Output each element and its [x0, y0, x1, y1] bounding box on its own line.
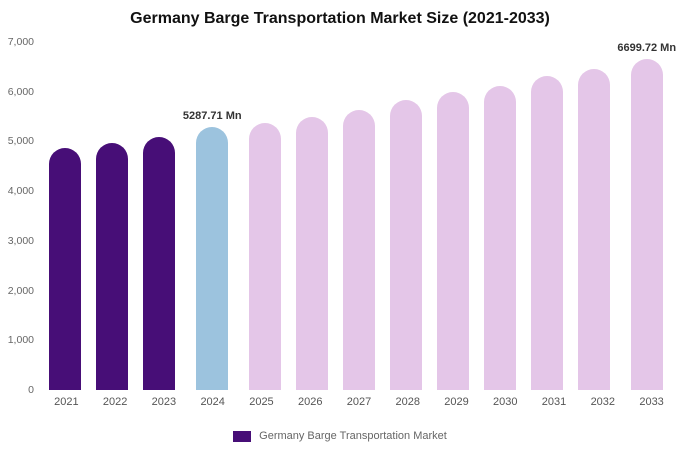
plot-area: 5287.71 Mn 6699.72 Mn [42, 42, 676, 390]
x-tick-label-2033: 2033 [639, 396, 664, 408]
x-tick-label-2021: 2021 [54, 396, 79, 408]
x-tick-label-2031: 2031 [541, 396, 567, 408]
bar-2030 [483, 86, 516, 390]
bar-2021 [49, 148, 82, 390]
bar-value-label-2033: 6699.72 Mn [617, 42, 677, 54]
bar-value-label-2024: 5287.71 Mn [182, 110, 242, 122]
y-tick-label: 7,000 [7, 36, 34, 48]
bar-group-2031 [523, 42, 570, 390]
bar-group-2022 [89, 42, 136, 390]
bar-2027 [343, 110, 376, 390]
x-tick-label-2025: 2025 [249, 396, 274, 408]
legend-label: Germany Barge Transportation Market [259, 430, 447, 442]
bar-group-2028 [383, 42, 430, 390]
bar-2024 [196, 127, 229, 390]
bar-2031 [530, 76, 563, 390]
x-tick-label-2028: 2028 [395, 396, 420, 408]
x-tick-label-2027: 2027 [346, 396, 372, 408]
bar-group-2032 [570, 42, 617, 390]
bar-2023 [143, 137, 176, 390]
y-tick-label: 5,000 [7, 135, 34, 148]
chart-title: Germany Barge Transportation Market Size… [130, 10, 550, 27]
y-axis: 7,000 6,000 5,000 4,000 3,000 2,000 1,000 0 [0, 36, 36, 396]
x-tick-label-2030: 2030 [493, 396, 518, 408]
y-tick-label: 2,000 [7, 284, 34, 297]
bar-group-2021 [42, 42, 89, 390]
bar-2032 [577, 69, 610, 390]
y-tick-label: 6,000 [7, 85, 34, 98]
bar-group-2024: 5287.71 Mn [183, 42, 242, 390]
bar-group-2025 [242, 42, 289, 390]
bar-group-2023 [136, 42, 183, 390]
x-tick-label-2026: 2026 [297, 396, 323, 408]
legend-swatch [233, 430, 252, 442]
bar-2033 [630, 59, 663, 390]
legend: Germany Barge Transportation Market [0, 430, 680, 442]
bar-2029 [436, 92, 469, 390]
y-tick-label: 4,000 [7, 185, 34, 198]
x-tick-label-2023: 2023 [151, 396, 177, 408]
y-tick-label: 0 [28, 384, 34, 396]
x-tick-label-2032: 2032 [590, 396, 616, 408]
bar-2028 [390, 100, 422, 390]
bar-2022 [96, 143, 129, 390]
x-tick-label-2029: 2029 [444, 396, 469, 408]
bar-group-2033: 6699.72 Mn [617, 42, 676, 390]
bar-2026 [296, 117, 329, 390]
y-tick-label: 1,000 [7, 334, 34, 347]
bar-group-2029 [429, 42, 476, 390]
bar-group-2030 [476, 42, 523, 390]
bar-group-2027 [336, 42, 383, 390]
x-tick-label-2022: 2022 [102, 396, 128, 408]
bar-group-2026 [289, 42, 336, 390]
x-axis: 2021 2022 2023 2024 2025 2026 2027 2028 2029 2030… [42, 396, 676, 408]
y-tick-label: 3,000 [7, 234, 34, 247]
x-tick-label-2024: 2024 [200, 396, 225, 408]
bar-2025 [249, 123, 282, 390]
